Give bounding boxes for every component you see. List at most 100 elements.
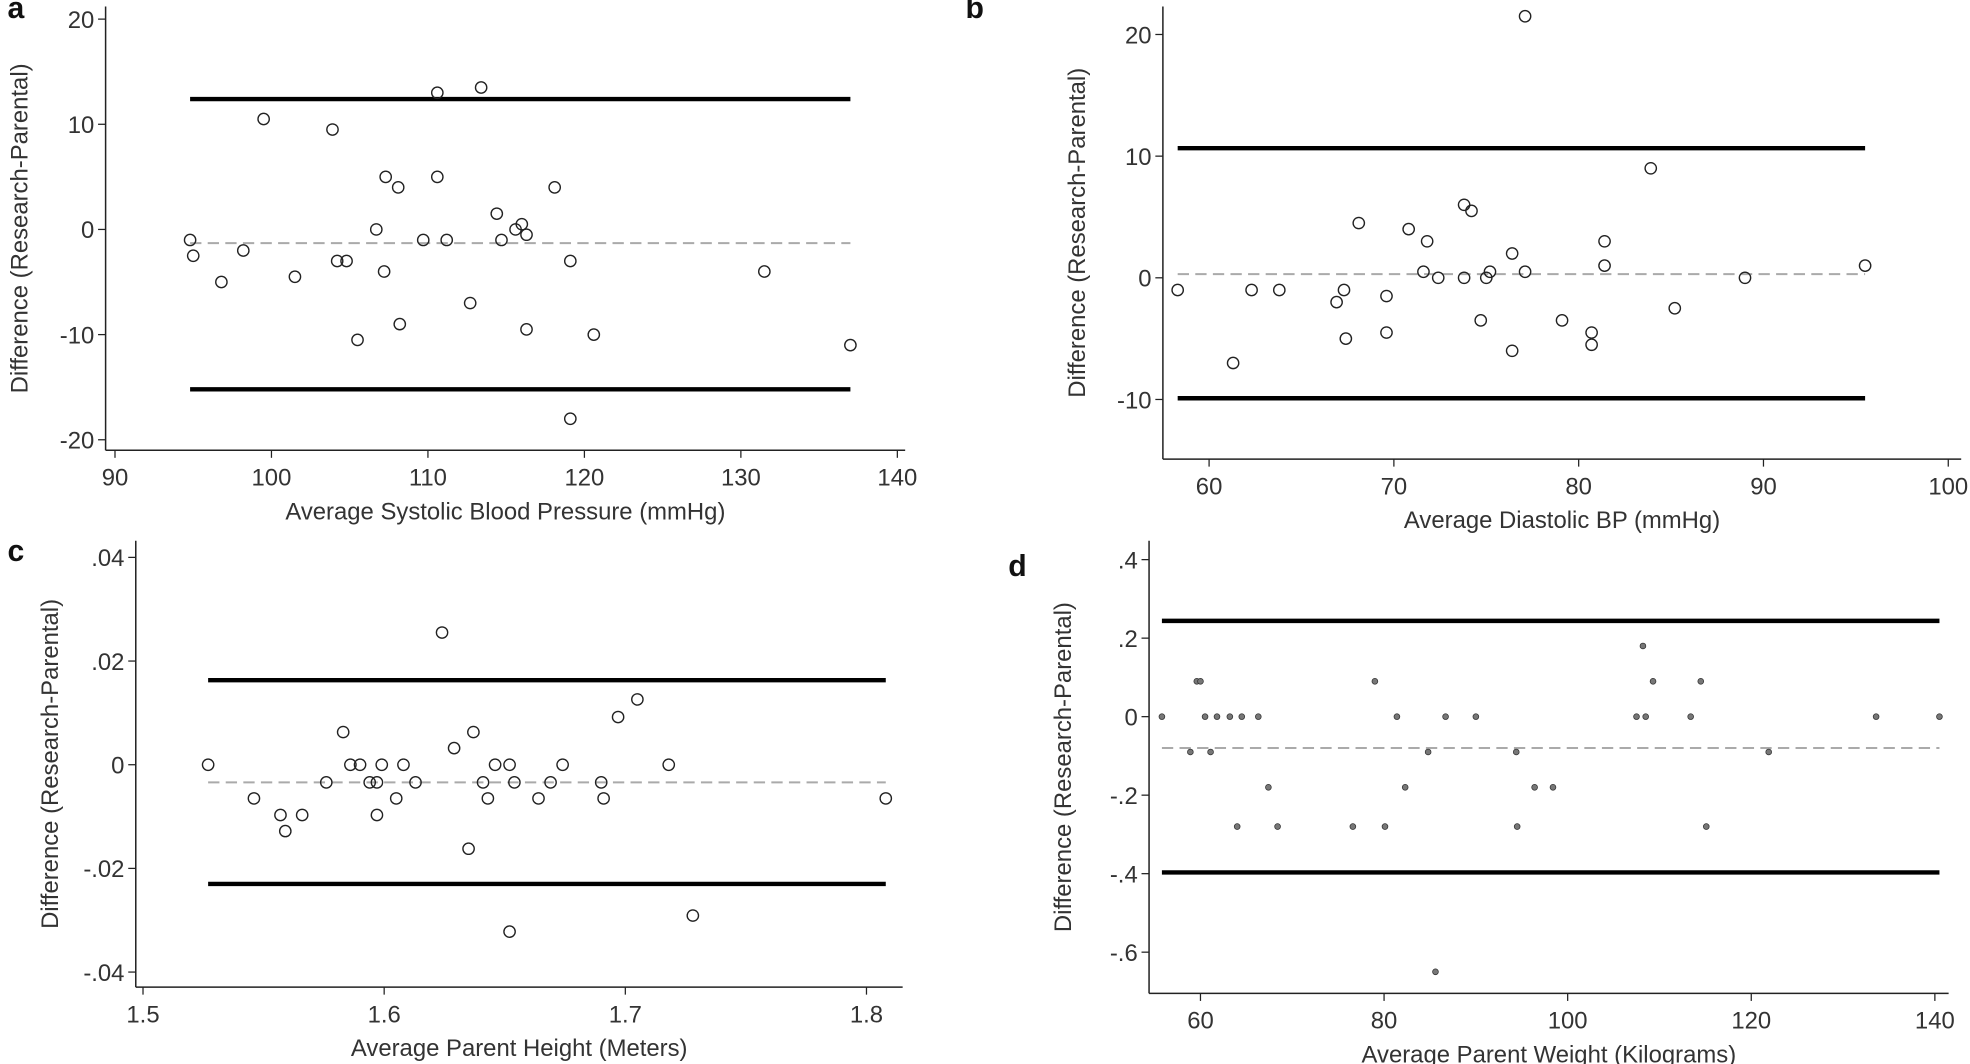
y-tick-label: -20 <box>60 428 95 455</box>
data-point <box>1518 9 1532 23</box>
y-tick-label: -10 <box>1117 387 1152 414</box>
data-point <box>474 81 488 94</box>
data-point <box>520 228 533 242</box>
x-tick-label: 110 <box>409 464 447 491</box>
data-point <box>336 725 350 739</box>
data-point <box>1245 283 1258 297</box>
data-point <box>1858 259 1872 272</box>
data-point <box>1512 748 1520 756</box>
y-tick-label: 0 <box>111 753 124 780</box>
data-point <box>1393 713 1401 720</box>
data-point <box>503 925 516 938</box>
data-point <box>495 233 508 247</box>
data-point <box>1738 271 1752 285</box>
data-point <box>1272 283 1286 297</box>
data-point <box>1703 823 1710 830</box>
data-point <box>1187 748 1194 756</box>
data-point <box>1238 713 1246 720</box>
x-axis-title: Average Systolic Blood Pressure (mmHg) <box>285 498 725 525</box>
data-point <box>1442 713 1449 720</box>
data-point <box>1226 356 1240 370</box>
data-point <box>515 217 529 231</box>
data-point <box>1226 713 1234 720</box>
x-tick-label: 90 <box>1750 473 1777 500</box>
data-point <box>611 710 625 724</box>
panel-letter: d <box>1008 550 1026 583</box>
x-tick-label: 60 <box>1196 473 1223 500</box>
data-point <box>1417 265 1430 279</box>
data-point <box>1687 713 1694 720</box>
x-tick-label: 70 <box>1381 473 1408 500</box>
x-tick-label: 80 <box>1565 473 1592 500</box>
data-point <box>1349 823 1357 830</box>
data-point <box>1765 748 1772 756</box>
y-tick-label: -.2 <box>1110 783 1138 810</box>
data-point <box>389 792 403 805</box>
x-axis-title: Average Diastolic BP (mmHg) <box>1404 507 1720 534</box>
data-point <box>1233 823 1241 830</box>
data-point <box>295 808 309 822</box>
data-point <box>1531 784 1538 791</box>
data-point <box>435 626 449 639</box>
data-point <box>1337 283 1351 297</box>
data-point <box>508 776 521 789</box>
data-point <box>447 741 461 755</box>
data-point <box>1936 713 1943 720</box>
data-point <box>1483 265 1497 279</box>
panel-letter: c <box>8 535 25 568</box>
data-point <box>757 265 771 278</box>
data-point <box>1585 338 1598 352</box>
y-tick-label: .02 <box>91 649 124 676</box>
data-point <box>379 170 393 184</box>
data-point <box>1465 204 1478 218</box>
data-point <box>186 249 200 263</box>
data-point <box>631 693 644 706</box>
data-point <box>563 254 577 268</box>
data-point <box>1424 748 1432 756</box>
data-point <box>1371 678 1379 685</box>
data-point <box>1213 713 1221 720</box>
data-point <box>1201 713 1209 720</box>
data-point <box>416 233 430 247</box>
x-tick-label: 1.8 <box>850 1001 883 1028</box>
y-tick-label: -.4 <box>1110 861 1138 888</box>
data-point <box>353 758 367 772</box>
data-point <box>563 412 577 426</box>
y-axis-title: Difference (Research-Parental) <box>1050 602 1077 932</box>
data-point <box>1330 295 1343 309</box>
data-point <box>467 725 480 739</box>
y-tick-label: 0 <box>1124 704 1137 731</box>
y-axis-title: Difference (Research-Parental) <box>37 599 64 929</box>
data-point <box>548 181 562 194</box>
y-axis-title: Difference (Research-Parental) <box>7 63 34 393</box>
panel: a -20 -10 0 10 20 90 100 110 120 130 140 Average Sys… <box>7 0 918 525</box>
data-point <box>1402 222 1416 236</box>
x-tick-label: 80 <box>1371 1008 1398 1035</box>
data-point <box>409 776 422 789</box>
data-point <box>393 317 407 331</box>
x-tick-label: 60 <box>1187 1008 1214 1035</box>
data-point <box>1549 784 1557 791</box>
data-point <box>879 792 893 805</box>
data-point <box>351 333 364 347</box>
data-point <box>201 758 215 772</box>
data-point <box>215 275 228 289</box>
data-point <box>1274 823 1281 830</box>
x-axis-title: Average Parent Weight (Kilograms) <box>1362 1042 1737 1064</box>
data-point <box>370 808 384 822</box>
data-point <box>686 909 700 922</box>
y-tick-label: 10 <box>1125 144 1152 171</box>
panel: d -.6 -.4 -.2 0 .2 .4 60 80 100 120 140 Average Pare… <box>1008 540 1955 1064</box>
data-point <box>844 338 857 352</box>
data-point <box>340 254 353 268</box>
data-point <box>503 758 516 772</box>
x-tick-label: 1.5 <box>126 1001 159 1028</box>
x-tick-label: 100 <box>1928 473 1968 500</box>
data-point <box>1642 713 1649 720</box>
data-point <box>430 86 444 100</box>
data-point <box>597 792 610 805</box>
data-point <box>1457 271 1471 285</box>
data-point <box>370 776 384 789</box>
data-point <box>544 776 557 789</box>
x-tick-label: 140 <box>1915 1008 1955 1035</box>
